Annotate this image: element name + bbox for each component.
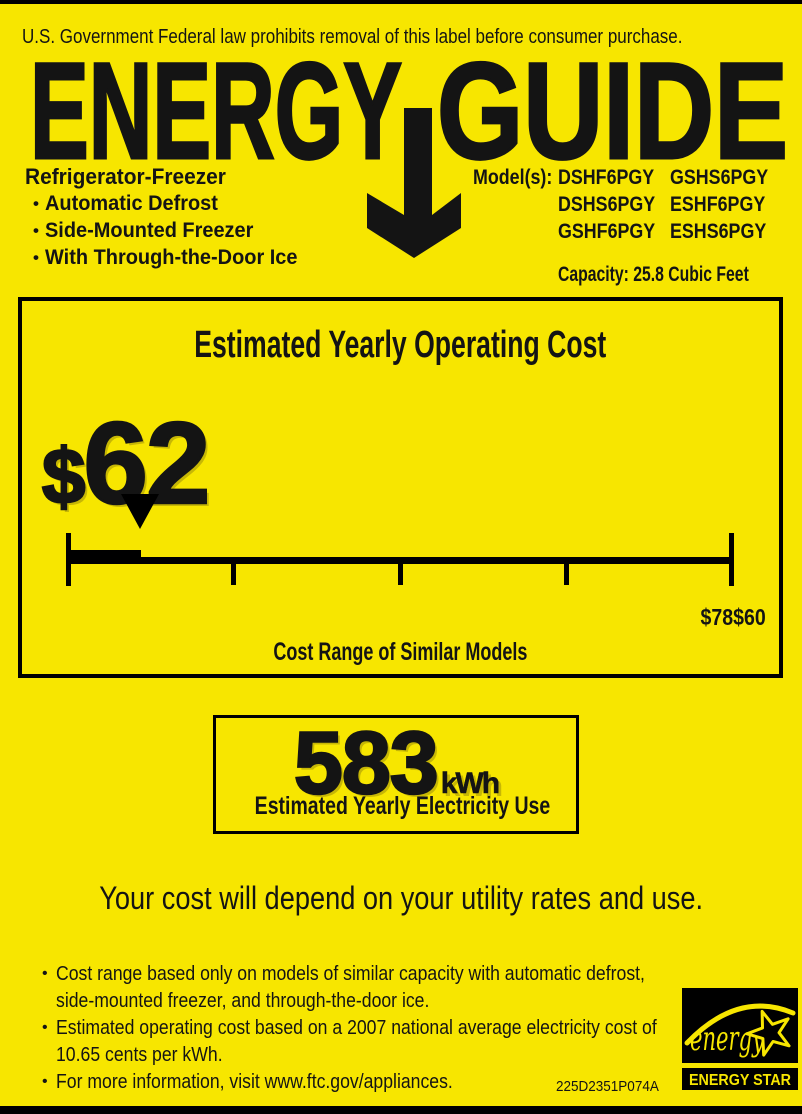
electricity-use-value: 583 kWh	[213, 712, 579, 814]
range-max-label: $78	[700, 604, 734, 630]
model-number: ESHS6PGY	[670, 220, 767, 243]
operating-cost-value: $62	[41, 396, 212, 530]
logo-energy-text: ENERGY	[30, 48, 402, 188]
energy-star-arc	[684, 1003, 796, 1046]
usage-caption: Estimated Yearly Electricity Use	[254, 792, 551, 820]
federal-law-notice: U.S. Government Federal law prohibits re…	[22, 26, 799, 49]
energy-star-label: ENERGY STAR	[689, 1072, 791, 1089]
cost-marker-icon	[121, 494, 159, 529]
feature-list: Automatic Defrost Side-Mounted Freezer W…	[25, 190, 311, 271]
federal-law-notice-text: U.S. Government Federal law prohibits re…	[22, 26, 683, 48]
feature-item: Side-Mounted Freezer	[25, 217, 311, 244]
cost-box-title: Estimated Yearly Operating Cost	[194, 324, 607, 366]
footnote-item: Estimated operating cost based on a 2007…	[36, 1014, 696, 1068]
model-number: GSHF6PGY	[558, 220, 656, 243]
bottom-border-bar	[0, 1106, 802, 1114]
scale-range-labels: $78$60	[689, 604, 766, 631]
footnote-item: Cost range based only on models of simil…	[36, 960, 696, 1014]
down-arrow-icon	[367, 108, 461, 258]
models-label: Model(s):	[473, 166, 553, 189]
product-info-block: Refrigerator-Freezer Automatic Defrost S…	[25, 163, 311, 271]
currency-symbol: $	[41, 431, 87, 522]
model-number: ESHF6PGY	[670, 193, 766, 216]
range-min-label: $60	[733, 604, 766, 630]
part-number: 225D2351P074A	[556, 1078, 659, 1095]
star-icon	[745, 1009, 791, 1057]
kwh-unit: kWh	[440, 767, 500, 801]
scale-tick-mid	[398, 557, 403, 585]
model-number: DSHF6PGY	[558, 166, 655, 189]
scale-tick-mid	[564, 557, 569, 585]
utility-note: Your cost will depend on your utility ra…	[99, 880, 703, 916]
scale-tick-mid	[231, 557, 236, 585]
scale-tick-right	[729, 533, 734, 586]
energy-script-text: energy	[690, 1019, 764, 1059]
energy-star-logo: energy ENERGY STAR	[682, 988, 798, 1090]
energyguide-logo: ENERGY GUIDE	[29, 48, 790, 258]
product-type: Refrigerator-Freezer	[25, 164, 226, 189]
feature-item: Automatic Defrost	[25, 190, 311, 217]
capacity: Capacity: 25.8 Cubic Feet	[558, 263, 749, 286]
footnote-item: For more information, visit www.ftc.gov/…	[36, 1068, 696, 1095]
feature-item: With Through-the-Door Ice	[25, 244, 311, 271]
cost-box	[18, 297, 783, 678]
logo-guide-text: GUIDE	[437, 48, 788, 188]
usage-box	[213, 715, 579, 834]
models-block: Model(s): DSHF6PGY GSHS6PGY DSHS6PGY ESH…	[473, 164, 786, 245]
energy-star-strip-bg	[682, 1068, 798, 1090]
model-number: DSHS6PGY	[558, 193, 656, 216]
scale-tick-left	[66, 533, 71, 586]
top-border-bar	[0, 0, 802, 4]
kwh-digits: 583	[293, 712, 440, 814]
footnote-list: Cost range based only on models of simil…	[36, 960, 696, 1095]
model-number: GSHS6PGY	[670, 166, 769, 189]
scale-caption: Cost Range of Similar Models	[273, 638, 528, 666]
